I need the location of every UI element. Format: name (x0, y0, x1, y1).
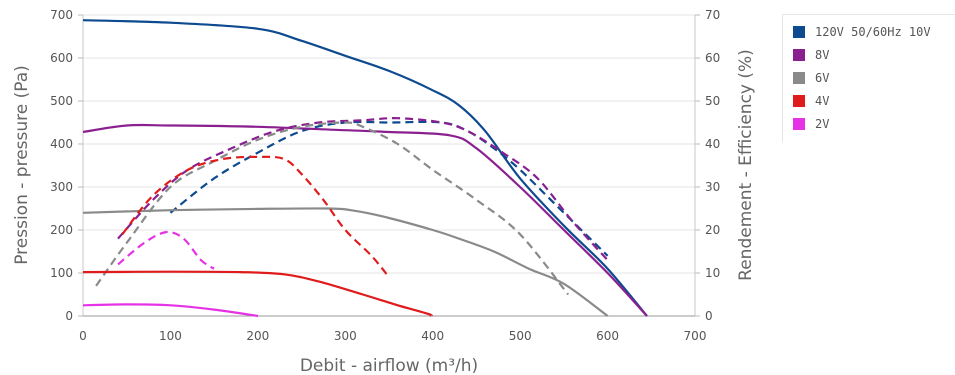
legend: 120V 50/60Hz 10V 8V 6V 4V 2V (782, 14, 955, 142)
legend-swatch (793, 95, 805, 107)
y-left-tick-label: 200 (50, 223, 73, 237)
legend-label: 8V (815, 48, 830, 62)
legend-label: 6V (815, 71, 830, 85)
x-tick-label: 0 (79, 329, 87, 343)
pressure-curve (82, 123, 648, 317)
efficiency-curve (121, 155, 390, 278)
x-axis-title: Debit - airflow (m³/h) (300, 356, 478, 375)
pressure-curve (82, 270, 433, 318)
legend-swatch (793, 49, 805, 61)
legend-swatch (793, 72, 805, 84)
x-tick-label: 700 (684, 329, 707, 343)
x-tick-label: 100 (159, 329, 182, 343)
y-right-tick-label: 40 (705, 137, 720, 151)
y-right-tick-label: 0 (705, 309, 713, 323)
legend-item[interactable]: 120V 50/60Hz 10V (793, 23, 931, 41)
gridlines (83, 14, 695, 274)
left-y-axis-title: Pression - pressure (Pa) (12, 65, 32, 265)
series-lines (82, 19, 648, 318)
right-y-axis-title: Rendement - Efficiency (%) (736, 49, 756, 281)
legend-label: 4V (815, 94, 830, 108)
legend-item[interactable]: 2V (793, 115, 829, 133)
y-right-tick-label: 50 (705, 94, 720, 108)
y-left-tick-label: 100 (50, 266, 73, 280)
pressure-curve (82, 19, 648, 317)
legend-item[interactable]: 4V (793, 92, 829, 110)
pressure-curve (82, 207, 609, 317)
y-right-tick-label: 30 (705, 180, 720, 194)
x-tick-label: 500 (509, 329, 532, 343)
y-right-tick-label: 10 (705, 266, 720, 280)
x-tick-label: 300 (334, 329, 357, 343)
x-tick-label: 200 (246, 329, 269, 343)
y-left-tick-label: 700 (50, 8, 73, 22)
efficiency-curve (117, 230, 215, 270)
legend-item[interactable]: 8V (793, 46, 829, 64)
legend-swatch (793, 118, 805, 130)
efficiency-curve (169, 120, 609, 257)
y-left-tick-label: 300 (50, 180, 73, 194)
efficiency-curve (117, 117, 609, 261)
y-right-tick-label: 20 (705, 223, 720, 237)
legend-label: 2V (815, 117, 830, 131)
y-left-tick-label: 400 (50, 137, 73, 151)
legend-swatch (793, 26, 805, 38)
x-tick-label: 600 (596, 329, 619, 343)
y-left-tick-label: 0 (65, 309, 73, 323)
x-tick-label: 400 (421, 329, 444, 343)
legend-label: 120V 50/60Hz 10V (815, 25, 931, 39)
legend-item[interactable]: 6V (793, 69, 829, 87)
y-left-tick-label: 500 (50, 94, 73, 108)
efficiency-curve (95, 121, 570, 296)
y-right-tick-label: 70 (705, 8, 720, 22)
pressure-curve (82, 303, 259, 318)
y-right-tick-label: 60 (705, 51, 720, 65)
y-left-tick-label: 600 (50, 51, 73, 65)
